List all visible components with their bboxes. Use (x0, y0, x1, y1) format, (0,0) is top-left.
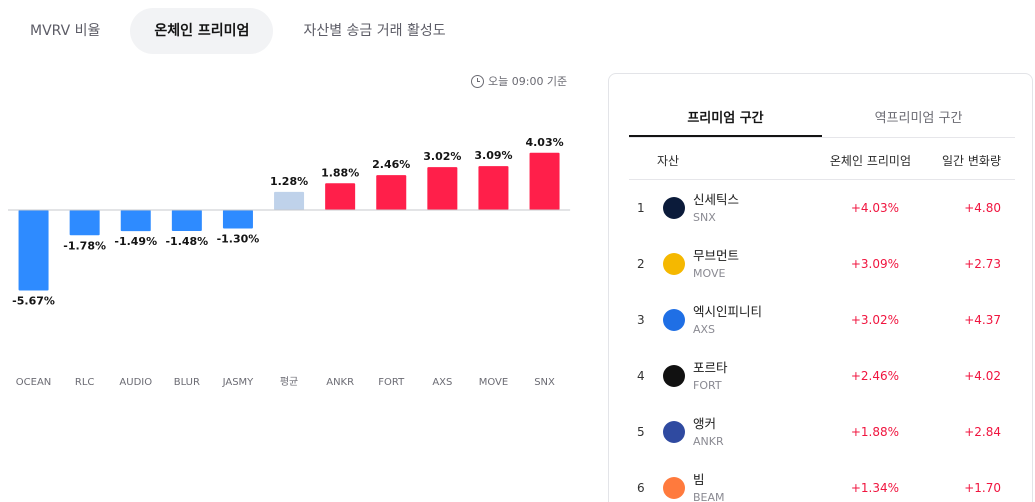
bar-value-label: -1.49% (114, 235, 157, 248)
asset-name: 무브먼트 (693, 248, 740, 263)
as-of-timestamp: 오늘 09:00 기준 (471, 73, 567, 89)
tab-onchain-premium[interactable]: 온체인 프리미엄 (130, 8, 274, 54)
premium-value: +2.46% (850, 369, 899, 383)
asset-name: 엑시인피니티 (693, 304, 763, 319)
bar-fort (376, 175, 407, 210)
premium-value: +4.03% (850, 201, 899, 215)
daily-change-value: +4.80 (964, 201, 1001, 215)
header-premium[interactable]: 온체인 프리미엄 (829, 154, 911, 168)
daily-change-value: +4.37 (964, 313, 1001, 327)
bar-value-label: -1.78% (63, 239, 106, 252)
category-label: 평균 (280, 376, 298, 388)
bar-snx (529, 152, 560, 210)
category-label: BLUR (174, 377, 200, 388)
bar-value-label: -1.30% (217, 232, 260, 245)
tab-premium-zone[interactable]: 프리미엄 구간 (629, 102, 822, 137)
category-label: OCEAN (16, 377, 52, 388)
bar-rlc (69, 210, 100, 236)
category-label: ANKR (326, 377, 354, 388)
rank-number: 5 (637, 425, 645, 439)
asset-symbol: FORT (693, 379, 722, 392)
daily-change-value: +2.84 (964, 425, 1001, 439)
rank-number: 6 (637, 481, 645, 495)
daily-change-value: +4.02 (964, 369, 1001, 383)
ranking-tabs: 프리미엄 구간 역프리미엄 구간 (629, 102, 1015, 138)
category-label: FORT (378, 377, 405, 388)
bar-axs (427, 167, 458, 210)
premium-bar-chart: -5.67% OCEAN -1.78% RLC -1.49% AUDIO -1.48% BLU… (8, 136, 571, 388)
premium-ranking-panel: 프리미엄 구간 역프리미엄 구간 자산 온체인 프리미엄 일간 변화량 1 신세틱… (608, 73, 1033, 502)
fort-icon (663, 365, 685, 387)
snx-icon (663, 197, 685, 219)
bar-value-label: 1.28% (270, 175, 308, 188)
table-header: 자산 온체인 프리미엄 일간 변화량 (629, 138, 1015, 180)
tab-transfer-activity[interactable]: 자산별 송금 거래 활성도 (303, 23, 446, 39)
table-row[interactable]: 2 무브먼트 MOVE +3.09% +2.73 (629, 236, 1015, 292)
category-label: AUDIO (119, 377, 152, 388)
bar-value-label: 2.46% (372, 158, 410, 171)
premium-value: +1.34% (850, 481, 899, 495)
bar-move (478, 166, 509, 210)
bar-value-label: -5.67% (12, 295, 55, 308)
asset-symbol: SNX (693, 211, 716, 224)
category-label: SNX (534, 377, 555, 388)
asset-name: 신세틱스 (693, 192, 740, 207)
premium-value: +3.02% (850, 313, 899, 327)
table-row[interactable]: 5 앵커 ANKR +1.88% +2.84 (629, 404, 1015, 460)
bar-ankr (325, 183, 356, 210)
rank-number: 1 (637, 201, 645, 215)
asset-name: 포르타 (693, 360, 728, 375)
bar-audio (120, 210, 151, 232)
daily-change-value: +1.70 (964, 481, 1001, 495)
ankr-icon (663, 421, 685, 443)
asset-symbol: MOVE (693, 267, 726, 280)
bar-value-label: 1.88% (321, 166, 359, 179)
premium-value: +3.09% (850, 257, 899, 271)
asset-symbol: ANKR (693, 435, 724, 448)
tab-discount-zone[interactable]: 역프리미엄 구간 (874, 111, 963, 126)
clock-icon (471, 74, 484, 88)
bar-value-label: 4.03% (525, 136, 563, 149)
tab-mvrv-ratio[interactable]: MVRV 비율 (30, 23, 101, 39)
move-icon (663, 253, 685, 275)
axs-icon (663, 309, 685, 331)
bar-평균 (274, 191, 305, 210)
category-label: RLC (75, 377, 95, 388)
category-label: MOVE (479, 377, 508, 388)
header-change[interactable]: 일간 변화량 (941, 154, 1001, 168)
bar-value-label: -1.48% (165, 235, 208, 248)
asset-name: 빔 (693, 472, 705, 487)
bar-value-label: 3.09% (474, 149, 512, 162)
as-of-text: 오늘 09:00 기준 (488, 75, 568, 88)
category-label: JASMY (222, 377, 255, 388)
table-row[interactable]: 4 포르타 FORT +2.46% +4.02 (629, 348, 1015, 404)
bar-ocean (18, 210, 49, 291)
beam-icon (663, 477, 685, 499)
daily-change-value: +2.73 (964, 257, 1001, 271)
header-asset: 자산 (657, 154, 680, 168)
rank-number: 3 (637, 313, 645, 327)
table-row[interactable]: 1 신세틱스 SNX +4.03% +4.80 (629, 180, 1015, 236)
asset-name: 앵커 (693, 416, 717, 431)
bar-value-label: 3.02% (423, 150, 461, 163)
category-tabs: MVRV 비율 온체인 프리미엄 자산별 송금 거래 활성도 (0, 8, 476, 54)
category-label: AXS (432, 377, 452, 388)
premium-value: +1.88% (850, 425, 899, 439)
table-row[interactable]: 6 빔 BEAM +1.34% +1.70 (629, 460, 1015, 502)
asset-symbol: BEAM (693, 491, 725, 502)
rank-number: 2 (637, 257, 645, 271)
rank-number: 4 (637, 369, 645, 383)
asset-symbol: AXS (693, 323, 716, 336)
bar-blur (171, 210, 202, 232)
table-row[interactable]: 3 엑시인피니티 AXS +3.02% +4.37 (629, 292, 1015, 348)
ranking-rows: 1 신세틱스 SNX +4.03% +4.80 2 무브먼트 MOVE +3.09% +2.73 3… (629, 180, 1015, 502)
bar-jasmy (222, 210, 253, 229)
